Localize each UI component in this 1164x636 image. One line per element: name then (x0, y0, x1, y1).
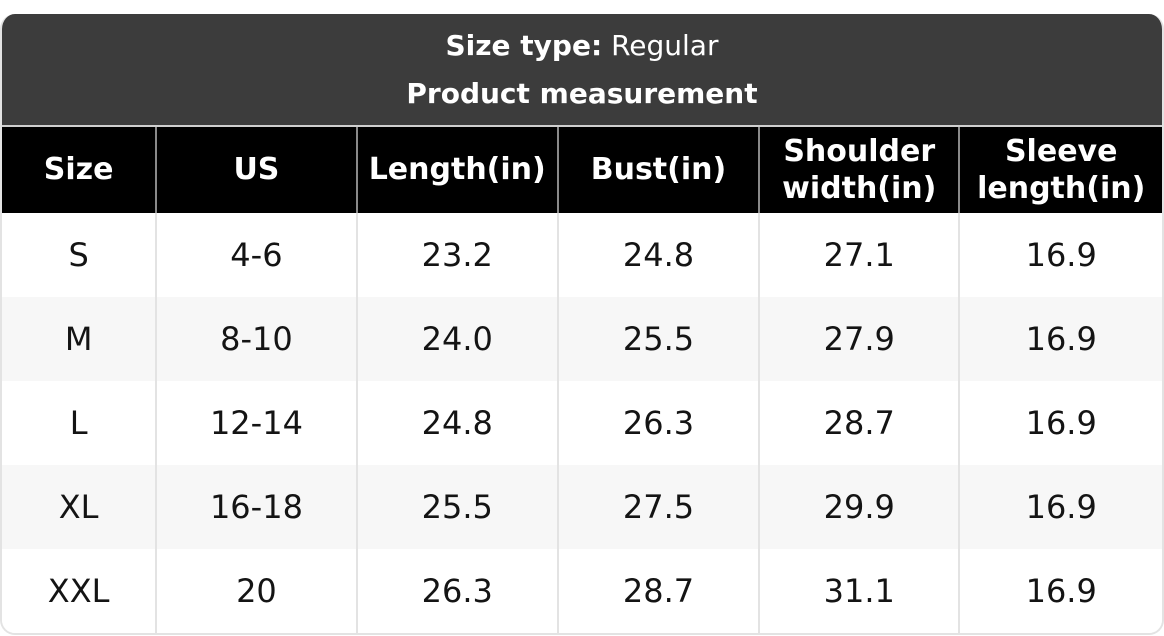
cell-bust: 24.8 (556, 213, 760, 297)
cell-bust: 25.5 (556, 297, 760, 381)
cell-bust: 27.5 (556, 465, 760, 549)
cell-us: 12-14 (155, 381, 357, 465)
cell-shoulder-width: 28.7 (758, 381, 960, 465)
column-header-bust: Bust(in) (556, 127, 760, 213)
size-chart-table: Size US Length(in) Bust(in) Shoulder wid… (2, 127, 1162, 633)
cell-us: 20 (155, 549, 357, 633)
size-chart-card: Size type: Regular Product measurement S… (0, 14, 1164, 635)
cell-length: 23.2 (355, 213, 558, 297)
cell-sleeve-length: 16.9 (958, 213, 1162, 297)
cell-bust: 28.7 (556, 549, 760, 633)
column-header-us: US (155, 127, 357, 213)
cell-size: S (68, 236, 89, 274)
cell-size: L (69, 404, 88, 442)
cell-length: 25.5 (355, 465, 558, 549)
table-row-l: L 12-14 24.8 26.3 28.7 16.9 (2, 381, 1162, 465)
cell-bust: 26.3 (556, 381, 760, 465)
cell-us: 4-6 (155, 213, 357, 297)
cell-shoulder-width: 27.1 (758, 213, 960, 297)
cell-sleeve-length: 16.9 (958, 297, 1162, 381)
product-measurement-title: Product measurement (406, 76, 758, 110)
cell-length: 24.0 (355, 297, 558, 381)
cell-sleeve-length: 16.9 (958, 549, 1162, 633)
size-type-line: Size type: Regular (446, 29, 719, 63)
cell-us: 8-10 (155, 297, 357, 381)
size-type-label: Size type: (445, 28, 603, 62)
size-chart-title-band: Size type: Regular Product measurement (2, 14, 1162, 127)
cell-size: M (64, 320, 93, 358)
table-row-s: S 4-6 23.2 24.8 27.1 16.9 (2, 213, 1162, 297)
size-type-value: Regular (611, 28, 719, 62)
column-header-shoulder-width: Shoulder width(in) (758, 127, 960, 213)
table-row-xxl: XXL 20 26.3 28.7 31.1 16.9 (2, 549, 1162, 633)
cell-length: 24.8 (355, 381, 558, 465)
column-header-size: Size (2, 127, 157, 213)
cell-sleeve-length: 16.9 (958, 465, 1162, 549)
cell-size: XL (58, 488, 99, 526)
cell-shoulder-width: 29.9 (758, 465, 960, 549)
table-row-m: M 8-10 24.0 25.5 27.9 16.9 (2, 297, 1162, 381)
cell-sleeve-length: 16.9 (958, 381, 1162, 465)
cell-size: XXL (47, 572, 110, 610)
column-header-sleeve-length: Sleeve length(in) (958, 127, 1162, 213)
cell-shoulder-width: 27.9 (758, 297, 960, 381)
column-header-length: Length(in) (355, 127, 558, 213)
cell-length: 26.3 (355, 549, 558, 633)
header-row: Size US Length(in) Bust(in) Shoulder wid… (2, 127, 1162, 213)
cell-shoulder-width: 31.1 (758, 549, 960, 633)
table-row-xl: XL 16-18 25.5 27.5 29.9 16.9 (2, 465, 1162, 549)
cell-us: 16-18 (155, 465, 357, 549)
